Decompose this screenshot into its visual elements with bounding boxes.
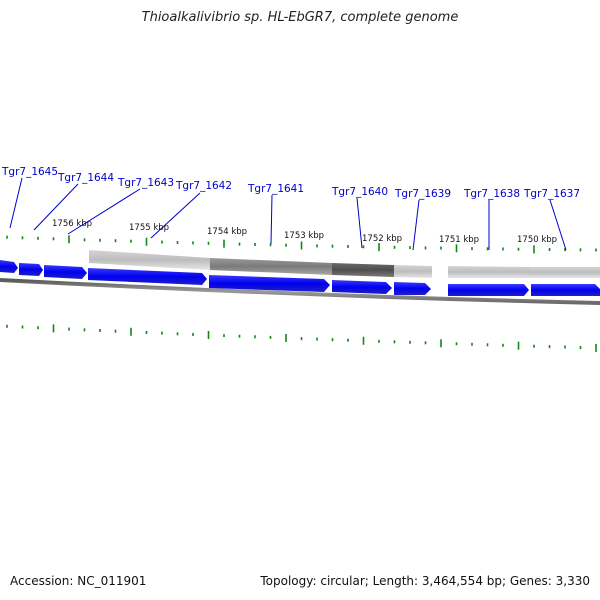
kbp-label: 1752 kbp xyxy=(362,234,402,244)
leader-line xyxy=(33,183,79,231)
leader-line xyxy=(67,188,141,235)
feature-segment xyxy=(394,265,432,278)
genome-title: Thioalkalivibrio sp. HL-EbGR7, complete … xyxy=(141,10,459,25)
kbp-label: 1753 kbp xyxy=(284,231,324,241)
gene-arrow[interactable] xyxy=(448,284,529,296)
leader-line xyxy=(412,199,420,251)
scale-ticks-top xyxy=(6,235,597,254)
gene-arrow[interactable] xyxy=(394,282,431,295)
kbp-label: 1751 kbp xyxy=(439,235,479,245)
kbp-labels: 1756 kbp 1755 kbp 1754 kbp 1753 kbp 1752… xyxy=(52,219,557,245)
leader-line xyxy=(270,194,273,245)
gene-label[interactable]: Tgr7_1637 xyxy=(523,188,580,200)
gene-label[interactable]: Tgr7_1644 xyxy=(57,172,114,184)
gene-arrow[interactable] xyxy=(209,275,330,292)
feature-band xyxy=(89,250,600,278)
accession-label: Accession: NC_011901 xyxy=(10,574,147,588)
gene-label[interactable]: Tgr7_1642 xyxy=(175,180,232,192)
gene-arrow[interactable] xyxy=(332,280,392,294)
gene-arrow[interactable] xyxy=(44,265,87,279)
leader-line xyxy=(549,199,567,251)
genome-stats: Topology: circular; Length: 3,464,554 bp… xyxy=(260,574,590,588)
gene-leader-lines xyxy=(9,177,567,251)
gene-label[interactable]: Tgr7_1643 xyxy=(117,177,174,189)
feature-segment xyxy=(448,266,530,278)
feature-segment xyxy=(210,258,332,275)
gene-arrow[interactable] xyxy=(531,284,600,296)
gene-label[interactable]: Tgr7_1639 xyxy=(394,188,451,200)
gene-arrow[interactable] xyxy=(88,268,207,285)
gene-track xyxy=(0,260,600,296)
genome-backbone xyxy=(0,278,600,305)
gene-label[interactable]: Tgr7_1640 xyxy=(331,186,388,198)
gene-label[interactable]: Tgr7_1638 xyxy=(463,188,520,200)
leader-line xyxy=(9,177,23,229)
gene-label[interactable]: Tgr7_1645 xyxy=(1,166,58,178)
kbp-label: 1755 kbp xyxy=(129,223,169,233)
gene-arrow[interactable] xyxy=(0,260,18,273)
kbp-label: 1750 kbp xyxy=(517,235,557,245)
scale-ticks-bottom xyxy=(6,324,597,352)
feature-segment xyxy=(89,250,210,270)
gene-arrow[interactable] xyxy=(19,263,43,276)
gene-label[interactable]: Tgr7_1641 xyxy=(247,183,304,195)
kbp-label: 1756 kbp xyxy=(52,219,92,229)
gene-labels: Tgr7_1645 Tgr7_1644 Tgr7_1643 Tgr7_1642 … xyxy=(1,166,580,200)
leader-line xyxy=(150,192,201,239)
feature-segment xyxy=(332,263,394,277)
feature-segment xyxy=(530,267,600,278)
kbp-label: 1754 kbp xyxy=(207,227,247,237)
leader-line xyxy=(356,197,363,249)
